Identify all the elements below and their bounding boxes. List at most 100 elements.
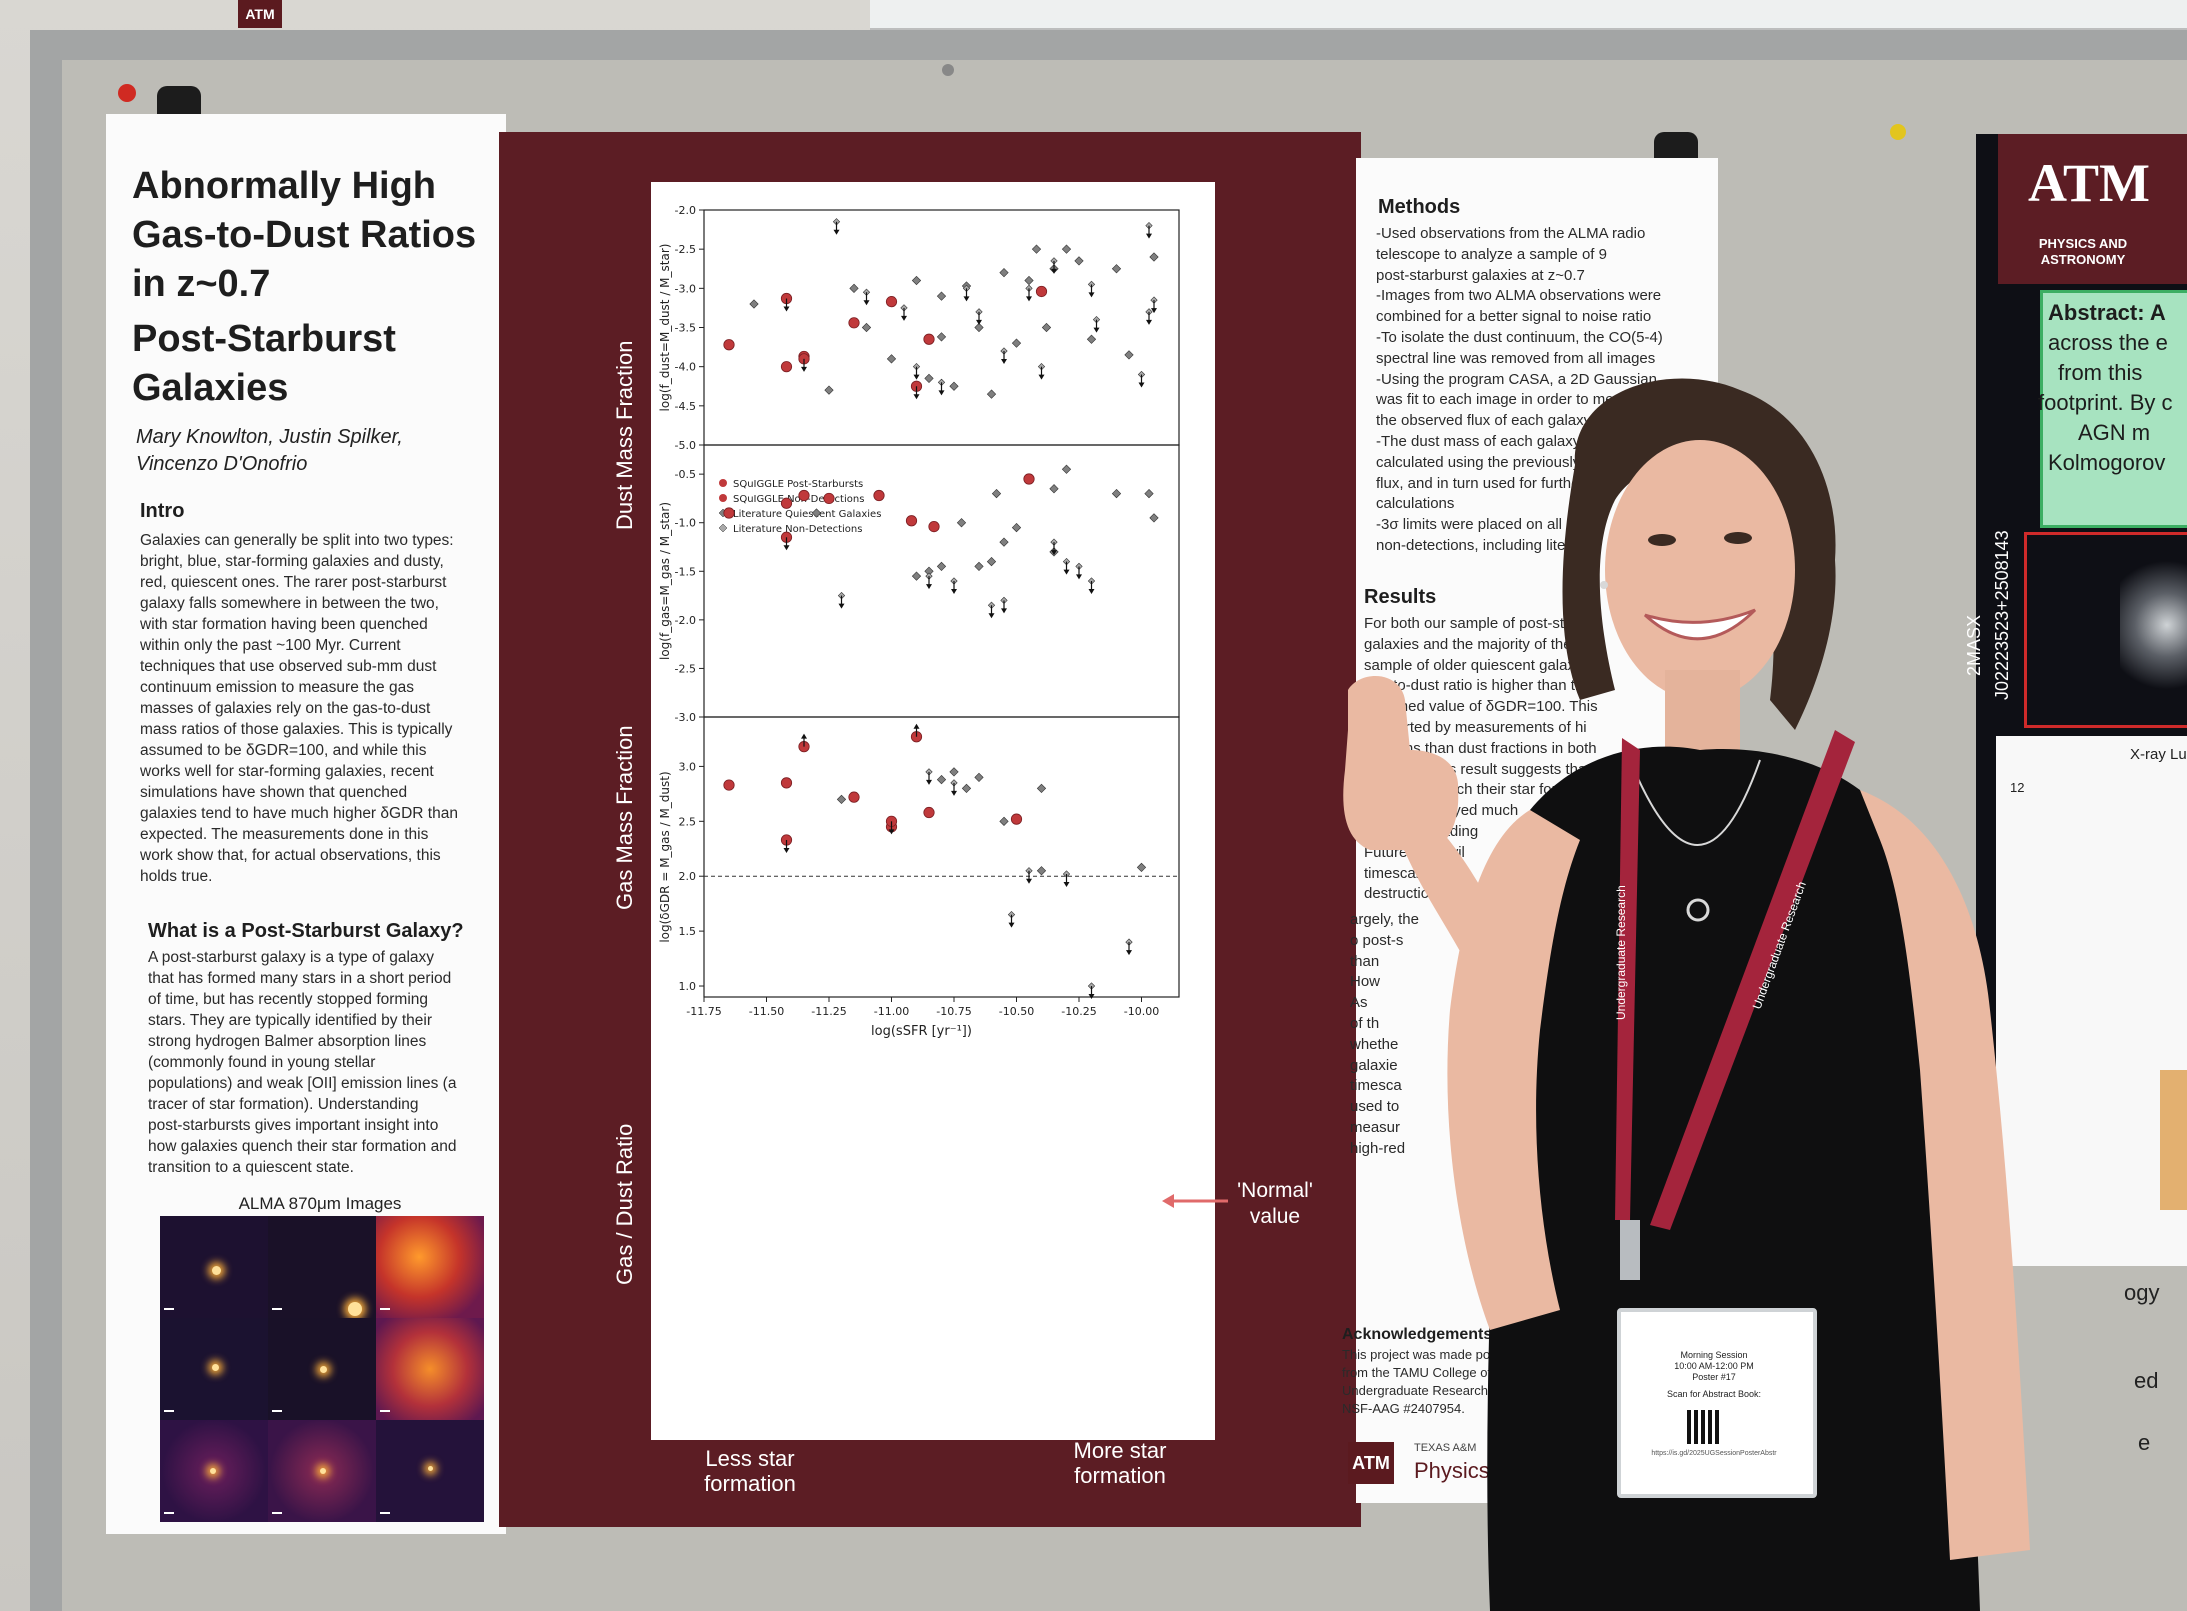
literature-point <box>991 488 1002 499</box>
intro-line: holds true. <box>140 868 213 885</box>
limit-arrow-head <box>913 723 920 729</box>
literature-point <box>986 556 997 567</box>
literature-point <box>1041 322 1052 333</box>
what-is-body: A post-starburst galaxy is a type of gal… <box>148 947 498 1178</box>
y-tick-label: 3.0 <box>679 760 697 773</box>
alma-tile <box>268 1318 376 1420</box>
neighbor-bar <box>2160 1070 2187 1210</box>
results-partial-line: o post-s <box>1350 931 1404 949</box>
neighbor-abstract-box <box>2040 290 2187 528</box>
normal-value-label: 'Normal' value <box>1220 1178 1330 1230</box>
what-is-line: strong hydrogen Balmer absorption lines <box>148 1033 427 1050</box>
gas-dust-ratio-label: Gas / Dust Ratio <box>612 1123 637 1285</box>
normal-value-arrow <box>1162 1194 1228 1208</box>
alma-tile <box>268 1420 376 1522</box>
y-tick-label: -1.5 <box>675 565 696 578</box>
methods-line: -To isolate the dust continuum, the CO(5… <box>1376 328 1663 346</box>
limit-arrow-head <box>1126 950 1132 956</box>
intro-line: mass ratios of those galaxies. This is t… <box>140 721 453 738</box>
legend-label: SQuIGGLE Post-Starbursts <box>733 479 863 490</box>
results-partial-line: whethe <box>1350 1035 1399 1053</box>
black-top <box>1487 746 1980 1611</box>
methods-line: post-starburst galaxies at z~0.7 <box>1376 266 1585 284</box>
literature-point <box>824 385 834 395</box>
limit-arrow-head <box>951 589 957 594</box>
results-partial-line: high-red <box>1350 1139 1406 1157</box>
limit-arrow-head <box>1088 994 1095 1000</box>
y-tick-label: -2.0 <box>675 614 696 627</box>
literature-point <box>956 518 967 528</box>
intro-line: expected. The measurements done in this <box>140 826 429 843</box>
squiggle-point <box>885 296 898 308</box>
what-is-line: (commonly found in young stellar <box>148 1054 376 1071</box>
presenter-person: Undergraduate Research Undergraduate Res… <box>1343 378 2030 1611</box>
literature-point <box>1049 484 1059 494</box>
intro-line: red, quiescent ones. The rarer post-star… <box>140 574 447 591</box>
limit-arrow-head <box>783 847 790 853</box>
limit-arrow-head <box>833 229 840 235</box>
limit-arrow-head <box>1088 292 1095 298</box>
lanyard-strap <box>1650 730 1855 1230</box>
authors-line: Mary Knowlton, Justin Spilker, <box>136 426 403 448</box>
intro-body: Galaxies can generally be split into two… <box>140 530 500 887</box>
results-partial-line: measur <box>1350 1118 1401 1136</box>
label-line: 'Normal' <box>1237 1179 1313 1202</box>
squiggle-point <box>798 489 810 502</box>
neighbor-tamu-logo: ATM <box>2028 153 2150 213</box>
limit-arrow-head <box>888 829 895 835</box>
limit-arrow-head <box>913 394 920 400</box>
x-tick-label: -11.25 <box>811 1005 846 1018</box>
literature-point <box>861 322 872 333</box>
limit-arrow-head <box>1001 359 1007 364</box>
limit-arrow-head <box>1008 922 1015 928</box>
literature-point <box>999 537 1009 547</box>
x-tick-label: -11.75 <box>686 1005 721 1018</box>
y-tick-label: 1.0 <box>679 980 697 993</box>
title-line: Galaxies <box>132 367 289 409</box>
limit-arrow-head <box>988 613 995 619</box>
squiggle-point <box>823 492 835 505</box>
what-is-line: that has formed many stars in a short pe… <box>148 970 452 987</box>
alma-caption: ALMA 870μm Images <box>238 1194 402 1213</box>
literature-point <box>749 299 759 309</box>
limit-arrow-head <box>1146 233 1152 239</box>
results-partial-line: timesca <box>1350 1077 1402 1095</box>
top-tamu-logo: ATM <box>238 0 282 28</box>
results-partial-line: of th <box>1350 1014 1380 1032</box>
results-partial-line: As <box>1350 994 1368 1012</box>
neighbor-tick-label: 12 <box>2010 780 2025 795</box>
intro-line: galaxy falls somewhere in between the tw… <box>140 595 439 612</box>
dust-mass-fraction-label: Dust Mass Fraction <box>612 340 637 531</box>
methods-line: -3σ limits were placed on all <box>1376 516 1562 534</box>
legend-label: Literature Quiescent Galaxies <box>733 509 881 520</box>
results-heading: Results <box>1364 586 1437 608</box>
what-is-line: post-starbursts gives important insight … <box>148 1117 439 1134</box>
what-is-line: how galaxies quench their star formation… <box>148 1138 457 1155</box>
title-line: Post-Starburst <box>132 318 396 360</box>
methods-line: -Used observations from the ALMA radio <box>1376 225 1646 242</box>
what-is-line: A post-starburst galaxy is a type of gal… <box>148 949 435 966</box>
neck <box>1665 670 1740 760</box>
literature-point <box>1111 264 1122 274</box>
literature-point <box>999 816 1009 826</box>
methods-body: -Used observations from the ALMA radio te… <box>1376 224 1716 557</box>
methods-line: -Images from two ALMA observations were <box>1376 287 1662 305</box>
y-tick-label: -2.0 <box>675 204 696 217</box>
limit-arrow-head <box>901 315 907 321</box>
limit-arrow-head <box>801 366 807 372</box>
results-line: assumed value of δGDR=100. This <box>1364 698 1598 716</box>
more-star-formation-label: More star formation <box>1050 1438 1190 1488</box>
intro-line: masses of galaxies rely on the gas-to-du… <box>140 700 431 717</box>
neighbor-poster-header <box>1998 134 2187 284</box>
methods-line: -The dust mass of each galaxy was <box>1376 432 1612 450</box>
limit-arrow-head <box>1063 882 1070 888</box>
x-tick-label: -10.25 <box>1061 1005 1096 1018</box>
literature-point <box>1036 866 1047 876</box>
limit-arrow-head <box>1001 608 1007 614</box>
y-tick-label: 1.5 <box>679 925 697 938</box>
squiggle-point <box>1023 473 1035 485</box>
y-tick-label: -0.5 <box>675 468 696 481</box>
intro-line: techniques that use observed sub-mm dust <box>140 658 437 675</box>
squiggle-point <box>723 779 735 791</box>
less-star-formation-label: Less star formation <box>680 1446 820 1496</box>
